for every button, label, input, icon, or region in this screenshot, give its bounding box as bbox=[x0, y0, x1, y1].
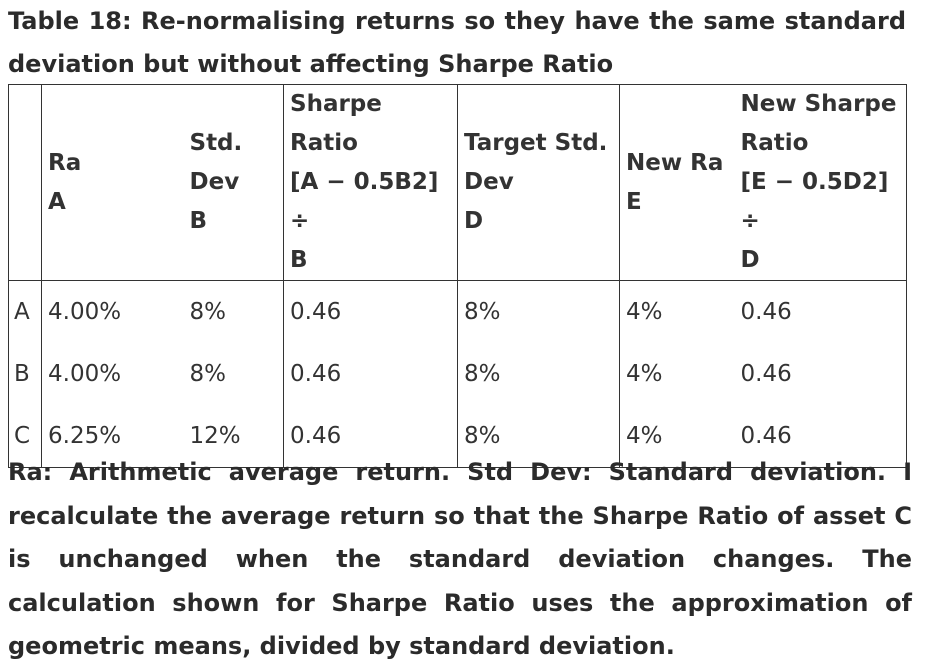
cell-std-dev: 8% bbox=[189, 299, 227, 325]
data-table: Ra A Std. Dev B Sharpe Ratio [A − 0.5B2]… bbox=[8, 84, 907, 468]
table-title: Table 18: Re-normalising returns so they… bbox=[8, 7, 906, 78]
header-sharpe-ratio: Sharpe Ratio [A − 0.5B2] ÷ B bbox=[283, 84, 458, 281]
cell-sharpe: 0.46 bbox=[283, 405, 458, 468]
row-label: B bbox=[14, 361, 30, 387]
header-row: Ra A Std. Dev B Sharpe Ratio [A − 0.5B2]… bbox=[8, 84, 907, 281]
table-note: Ra: Arithmetic average return. Std Dev: … bbox=[8, 458, 912, 660]
cell-sharpe: 0.46 bbox=[283, 343, 458, 405]
cell-new-ra: 4% bbox=[619, 343, 735, 405]
cell-new-sharpe: 0.46 bbox=[740, 361, 792, 387]
cell-sharpe: 0.46 bbox=[283, 280, 458, 343]
cell-target-std-dev: 8% bbox=[457, 280, 620, 343]
cell-ra: 4.00% bbox=[41, 343, 184, 405]
cell-ra: 6.25% bbox=[41, 405, 184, 468]
header-ra: Ra A bbox=[41, 84, 184, 281]
cell-new-sharpe: 0.46 bbox=[740, 423, 792, 449]
table-row: A 4.00% 8% 0.46 8% 4% 0.46 bbox=[9, 280, 907, 343]
header-corner bbox=[8, 84, 42, 281]
table-row: C 6.25% 12% 0.46 8% 4% 0.46 bbox=[9, 405, 907, 468]
row-label: C bbox=[14, 423, 31, 449]
table-row: B 4.00% 8% 0.46 8% 4% 0.46 bbox=[9, 343, 907, 405]
cell-std-dev: 12% bbox=[189, 423, 241, 449]
header-target-std-dev: Target Std. Dev D bbox=[457, 84, 620, 281]
cell-new-sharpe: 0.46 bbox=[740, 299, 792, 325]
cell-new-ra: 4% bbox=[619, 405, 735, 468]
cell-ra: 4.00% bbox=[41, 280, 184, 343]
header-std-dev: Std. Dev B bbox=[183, 84, 284, 281]
header-new-sharpe-ratio: New Sharpe Ratio [E − 0.5D2] ÷ D bbox=[734, 84, 907, 281]
cell-std-dev: 8% bbox=[189, 361, 227, 387]
header-new-ra: New Ra E bbox=[619, 84, 735, 281]
cell-target-std-dev: 8% bbox=[457, 343, 620, 405]
row-label: A bbox=[14, 299, 30, 325]
cell-new-ra: 4% bbox=[619, 280, 735, 343]
cell-target-std-dev: 8% bbox=[457, 405, 620, 468]
